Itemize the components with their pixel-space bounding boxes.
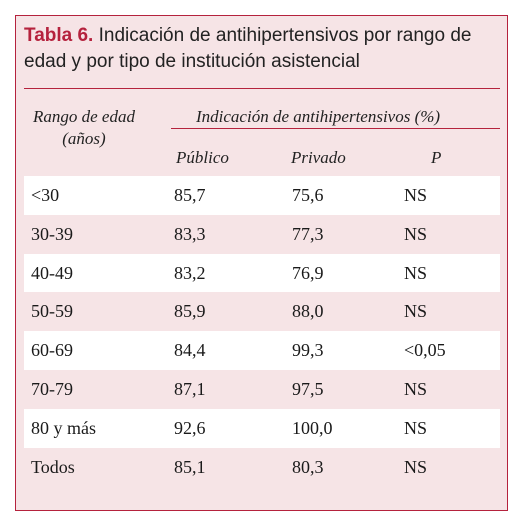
cell-range: 50-59 [31,301,73,322]
cell-public: 92,6 [174,417,206,438]
cell-private: 97,5 [292,378,324,399]
cell-p: NS [404,185,428,205]
cell-private: 76,9 [292,262,324,283]
table-caption: Tabla 6. Indicación de antihipertensivos… [24,23,494,75]
table-row: <30 85,7 75,6 NS [24,176,500,215]
header-public: Público [176,148,229,167]
table-caption-label: Tabla 6. [24,25,94,46]
table-frame: Tabla 6. Indicación de antihipertensivos… [15,15,508,511]
header-age-range: Rango de edad (años) [30,106,138,150]
caption-divider [24,88,500,89]
table-row: 60-69 84,4 99,3 <0,05 [24,331,500,370]
cell-p: NS [404,456,428,477]
cell-private: 75,6 [292,185,324,205]
cell-p: NS [404,378,428,399]
table-caption-text: Indicación de antihipertensivos por rang… [24,25,472,72]
cell-p: NS [404,301,428,322]
header-p-value: P [431,148,442,167]
cell-public: 83,3 [174,223,206,244]
cell-public: 85,1 [174,456,206,477]
table-row: Todos 85,1 80,3 NS [24,448,500,487]
cell-p: NS [404,223,428,244]
cell-range: 80 y más [31,417,96,438]
header-group-underline [171,128,500,129]
cell-p: NS [404,417,428,438]
header-private: Privado [291,148,346,167]
header-age-range-line2: (años) [62,129,106,148]
cell-p: NS [404,262,428,283]
cell-range: 30-39 [31,223,73,244]
table-row: 40-49 83,2 76,9 NS [24,253,500,293]
cell-public: 85,9 [174,301,206,322]
cell-private: 88,0 [292,301,324,322]
cell-private: 99,3 [292,340,324,361]
table-row: 80 y más 92,6 100,0 NS [24,408,500,448]
cell-range: <30 [31,185,60,205]
table-row: 30-39 83,3 77,3 NS [24,215,500,254]
cell-public: 84,4 [174,340,206,361]
cell-public: 83,2 [174,262,206,283]
header-indication-group: Indicación de antihipertensivos (%) [196,107,441,126]
cell-public: 87,1 [174,378,206,399]
cell-range: Todos [31,456,75,477]
header-age-range-line1: Rango de edad [33,107,135,126]
table-body: <30 85,7 75,6 NS 30-39 83,3 77,3 NS 40-4… [24,176,500,486]
table-row: 50-59 85,9 88,0 NS [24,292,500,331]
cell-private: 80,3 [292,456,324,477]
cell-private: 77,3 [292,223,324,244]
cell-range: 70-79 [31,378,73,399]
cell-public: 85,7 [174,185,206,205]
cell-private: 100,0 [292,417,333,438]
table-row: 70-79 87,1 97,5 NS [24,370,500,409]
cell-range: 40-49 [31,262,73,283]
cell-p: <0,05 [404,340,446,361]
cell-range: 60-69 [31,340,73,361]
